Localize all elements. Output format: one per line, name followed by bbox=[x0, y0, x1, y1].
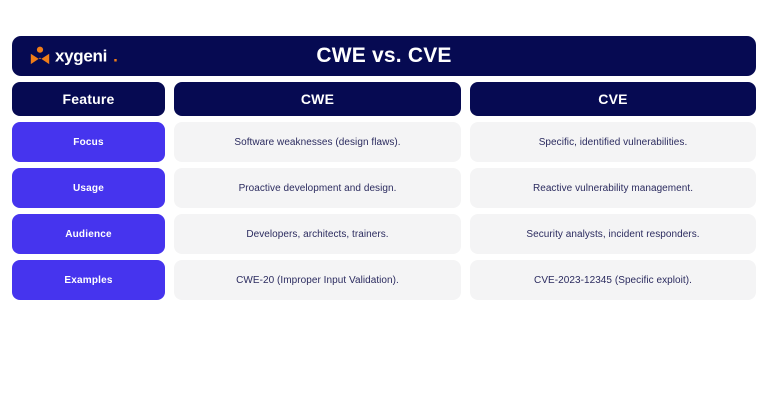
comparison-table: Feature CWE CVE Focus Software weaknesse… bbox=[12, 82, 756, 344]
table-row: Audience Developers, architects, trainer… bbox=[12, 214, 756, 254]
table-row: Focus Software weaknesses (design flaws)… bbox=[12, 122, 756, 162]
column-header-cve: CVE bbox=[470, 82, 756, 116]
cwe-value: Developers, architects, trainers. bbox=[174, 214, 461, 254]
xygeni-bowtie-icon bbox=[30, 46, 50, 65]
cve-value: Specific, identified vulnerabilities. bbox=[470, 122, 756, 162]
cve-value: Security analysts, incident responders. bbox=[470, 214, 756, 254]
cwe-value: Software weaknesses (design flaws). bbox=[174, 122, 461, 162]
cwe-value: CWE-20 (Improper Input Validation). bbox=[174, 260, 461, 300]
feature-label: Audience bbox=[12, 214, 165, 254]
table-header-row: Feature CWE CVE bbox=[12, 82, 756, 116]
xygeni-logo: xygeni . bbox=[30, 46, 118, 66]
banner-header: xygeni . CWE vs. CVE bbox=[12, 36, 756, 76]
table-row: Usage Proactive development and design. … bbox=[12, 168, 756, 208]
logo-wordmark: xygeni bbox=[55, 46, 108, 66]
cwe-value: Proactive development and design. bbox=[174, 168, 461, 208]
cve-value: Reactive vulnerability management. bbox=[470, 168, 756, 208]
table-row: Examples CWE-20 (Improper Input Validati… bbox=[12, 260, 756, 300]
page-title: CWE vs. CVE bbox=[316, 44, 452, 67]
feature-label: Focus bbox=[12, 122, 165, 162]
cve-value: CVE-2023-12345 (Specific exploit). bbox=[470, 260, 756, 300]
feature-label: Examples bbox=[12, 260, 165, 300]
column-header-cwe: CWE bbox=[174, 82, 461, 116]
column-header-feature: Feature bbox=[12, 82, 165, 116]
logo-dot: . bbox=[113, 46, 118, 66]
comparison-infographic: xygeni . CWE vs. CVE Feature CWE CVE Foc… bbox=[12, 36, 756, 344]
feature-label: Usage bbox=[12, 168, 165, 208]
